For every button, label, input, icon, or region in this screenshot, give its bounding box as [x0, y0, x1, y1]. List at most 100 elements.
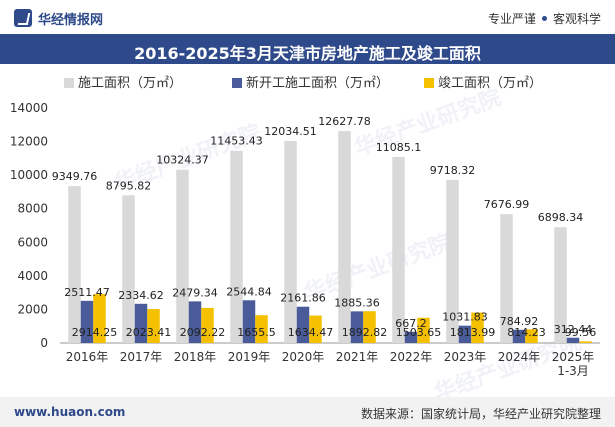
data-label-construction: 9718.32	[430, 164, 476, 177]
bar-new-start	[350, 311, 364, 343]
data-label-new-start: 1885.36	[334, 296, 380, 309]
data-label-new-start: 2161.86	[280, 292, 326, 305]
data-label-new-start: 312.44	[554, 323, 593, 336]
legend-item-new-start: 新开工施工面积（万㎡）	[232, 72, 389, 91]
x-tick-label: 2023年	[444, 350, 487, 364]
bar-completed	[309, 315, 322, 343]
data-source: 数据来源：国家统计局，华经产业研究院整理	[360, 407, 601, 421]
data-label-construction: 12034.51	[264, 125, 317, 138]
chart-title: 2016-2025年3月天津市房地产施工及竣工面积	[134, 44, 481, 63]
data-label-completed: 1813.99	[450, 326, 496, 339]
data-label-completed: 99.56	[565, 326, 597, 339]
y-tick-label: 8000	[17, 202, 48, 216]
bar-completed	[255, 315, 268, 343]
brand-name: 华经情报网	[38, 13, 104, 28]
legend-label-new-start: 新开工施工面积（万㎡）	[246, 76, 390, 91]
bar-construction	[338, 131, 351, 343]
bar-new-start	[134, 303, 148, 343]
bar-completed	[363, 311, 376, 343]
data-label-new-start: 2511.47	[64, 286, 110, 299]
x-tick-label: 2017年	[120, 350, 163, 364]
bar-completed	[201, 307, 214, 343]
x-tick-label: 2020年	[282, 350, 325, 364]
data-label-new-start: 667.2	[395, 317, 427, 330]
x-tick-label: 2021年	[336, 350, 379, 364]
footer: www.huaon.com 数据来源：国家统计局，华经产业研究院整理	[0, 397, 615, 427]
bar-completed	[93, 294, 106, 343]
x-tick-label: 2018年	[174, 350, 217, 364]
legend-swatch-construction	[64, 78, 74, 88]
legend-swatch-completed	[424, 78, 434, 88]
bar-new-start	[512, 329, 526, 343]
data-label-construction: 8795.82	[106, 179, 152, 192]
x-tick-label: 2025年	[552, 350, 595, 364]
data-label-new-start: 784.92	[500, 315, 539, 328]
bar-completed	[147, 309, 160, 343]
legend-item-construction: 施工面积（万㎡）	[64, 72, 182, 91]
bar-completed	[417, 317, 430, 343]
bar-completed	[525, 329, 538, 343]
data-label-completed: 2092.22	[180, 326, 226, 339]
data-label-completed: 1634.47	[288, 326, 334, 339]
data-label-completed: 1655.5	[237, 326, 276, 339]
slogan: 专业严谨 客观科学	[488, 10, 601, 27]
bar-chart: 0 2000 4000 6000 8000 10000 12000 14000 2016年 201…	[10, 101, 600, 378]
website-link[interactable]: www.huaon.com	[14, 405, 126, 419]
bar-completed	[579, 341, 592, 343]
data-label-new-start: 2544.84	[226, 285, 272, 298]
data-label-construction: 6898.34	[538, 211, 584, 224]
top-bar: 华经情报网 专业严谨 客观科学	[0, 0, 615, 34]
bar-construction	[176, 169, 189, 343]
y-tick-label: 10000	[10, 168, 48, 182]
data-label-construction: 10324.37	[156, 154, 209, 167]
x-tick-label: 2022年	[390, 350, 433, 364]
y-tick-label: 0	[40, 336, 48, 350]
bar-construction	[392, 156, 405, 343]
data-label-completed: 2914.25	[72, 326, 118, 339]
y-tick-label: 2000	[17, 302, 48, 316]
data-label-construction: 12627.78	[318, 115, 371, 128]
x-tick-label: 2024年	[498, 350, 541, 364]
data-label-construction: 11085.1	[376, 141, 422, 154]
x-tick-label: 2019年	[228, 350, 271, 364]
legend-swatch-new-start	[232, 78, 242, 88]
data-label-construction: 7676.99	[484, 198, 530, 211]
chart-legend: 施工面积（万㎡） 新开工施工面积（万㎡） 竣工面积（万㎡）	[0, 72, 615, 94]
huajing-logo-icon	[14, 9, 32, 27]
bar-construction	[554, 227, 567, 343]
bar-construction	[446, 179, 459, 343]
bar-new-start	[296, 306, 310, 343]
data-label-construction: 9349.76	[52, 170, 98, 183]
bar-new-start	[242, 300, 256, 343]
data-label-completed: 814.23	[507, 326, 546, 339]
data-label-completed: 1503.65	[396, 326, 442, 339]
bar-construction	[284, 140, 297, 343]
bar-new-start	[566, 337, 580, 343]
bar-construction	[500, 214, 513, 343]
bar-new-start	[404, 331, 418, 343]
slogan-dot-icon	[541, 16, 547, 21]
y-tick-label: 12000	[10, 135, 48, 149]
data-label-new-start: 2479.34	[172, 286, 218, 299]
x-tick-label: 1-3月	[557, 364, 589, 378]
bar-construction	[68, 186, 81, 343]
bar-new-start	[188, 301, 202, 343]
bar-new-start	[458, 325, 472, 343]
slogan-right: 客观科学	[552, 12, 601, 26]
legend-item-completed: 竣工面积（万㎡）	[424, 72, 542, 91]
bar-construction	[122, 195, 135, 343]
slogan-left: 专业严谨	[487, 12, 536, 26]
bar-construction	[230, 150, 243, 343]
x-tick-label: 2016年	[66, 350, 109, 364]
y-tick-label: 6000	[17, 235, 48, 249]
y-tick-label: 14000	[10, 101, 48, 115]
bar-new-start	[80, 300, 94, 343]
data-label-completed: 1892.82	[342, 326, 388, 339]
bar-completed	[471, 312, 484, 343]
legend-label-construction: 施工面积（万㎡）	[78, 76, 183, 91]
y-tick-label: 4000	[17, 269, 48, 283]
legend-label-completed: 竣工面积（万㎡）	[438, 76, 543, 91]
title-bar: 2016-2025年3月天津市房地产施工及竣工面积	[0, 34, 615, 64]
data-label-new-start: 1031.83	[442, 311, 488, 324]
data-label-construction: 11453.43	[210, 135, 263, 148]
